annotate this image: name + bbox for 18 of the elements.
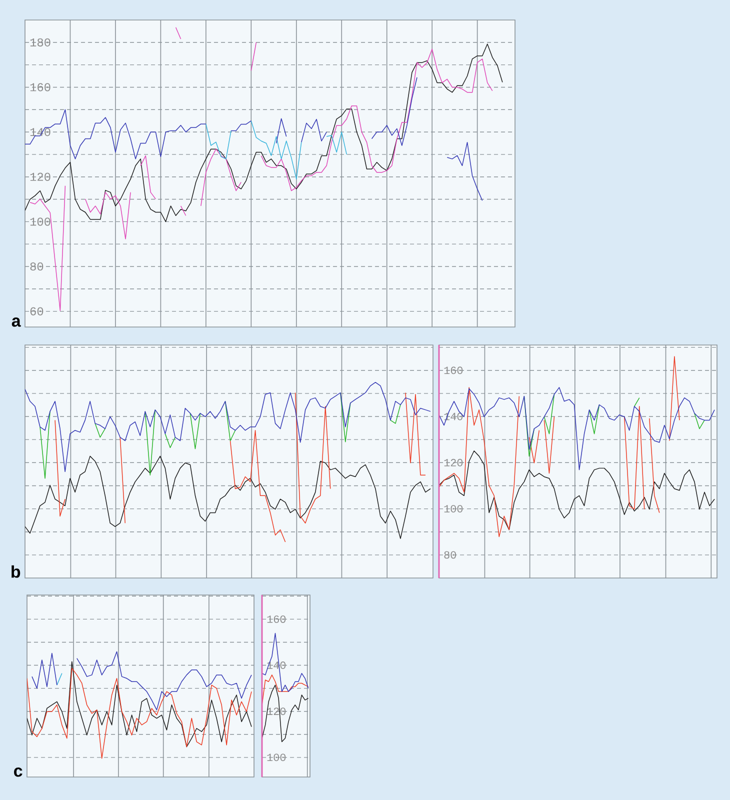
line-series bbox=[439, 450, 715, 530]
y-tick-label: 100 bbox=[267, 754, 286, 762]
y-tick-label: 160 bbox=[30, 83, 50, 92]
y-tick-label: 80 bbox=[30, 262, 44, 271]
y-tick-label: 100 bbox=[444, 505, 463, 513]
text: c bbox=[14, 768, 22, 777]
line-series bbox=[262, 684, 309, 742]
y-tick-label: 160 bbox=[444, 366, 463, 374]
y-tick-label: 180 bbox=[30, 38, 50, 46]
y-tick-label: 60 bbox=[30, 307, 44, 316]
y-tick-label: 120 bbox=[444, 458, 463, 466]
line-series bbox=[262, 632, 309, 692]
y-tick-label: 100 bbox=[30, 218, 50, 226]
text: b bbox=[12, 565, 20, 578]
y-tick-label: 160 bbox=[267, 615, 286, 623]
y-tick-label: 120 bbox=[30, 172, 50, 181]
y-tick-label: 80 bbox=[444, 551, 456, 559]
text: a bbox=[12, 318, 21, 327]
